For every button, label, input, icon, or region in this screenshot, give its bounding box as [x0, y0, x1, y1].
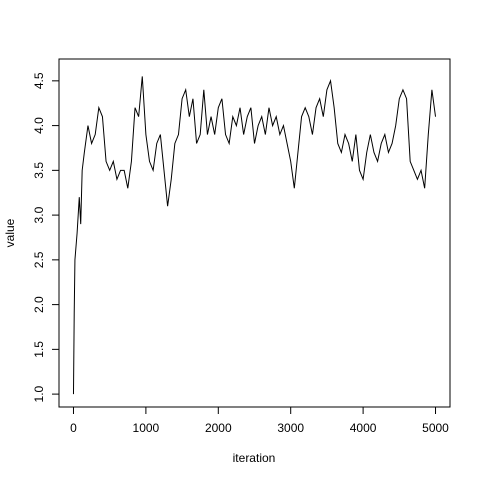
- plot-box: [58, 58, 451, 408]
- x-tick-label: 4000: [350, 421, 377, 435]
- y-tick-label: 4.0: [32, 117, 46, 134]
- y-axis-label: value: [3, 218, 17, 247]
- x-tick-label: 1000: [133, 421, 160, 435]
- x-tick-label: 3000: [277, 421, 304, 435]
- x-tick-label: 5000: [422, 421, 449, 435]
- y-tick-label: 1.0: [32, 385, 46, 402]
- y-tick-label: 2.0: [32, 296, 46, 313]
- x-tick-label: 0: [70, 421, 77, 435]
- y-tick-label: 4.5: [32, 72, 46, 89]
- y-tick-label: 3.0: [32, 206, 46, 223]
- trace-line: [72, 76, 437, 395]
- x-axis-label: iteration: [233, 451, 276, 465]
- y-tick-label: 1.5: [32, 341, 46, 358]
- y-tick-label: 3.5: [32, 162, 46, 179]
- y-tick-label: 2.5: [32, 251, 46, 268]
- x-tick-label: 2000: [205, 421, 232, 435]
